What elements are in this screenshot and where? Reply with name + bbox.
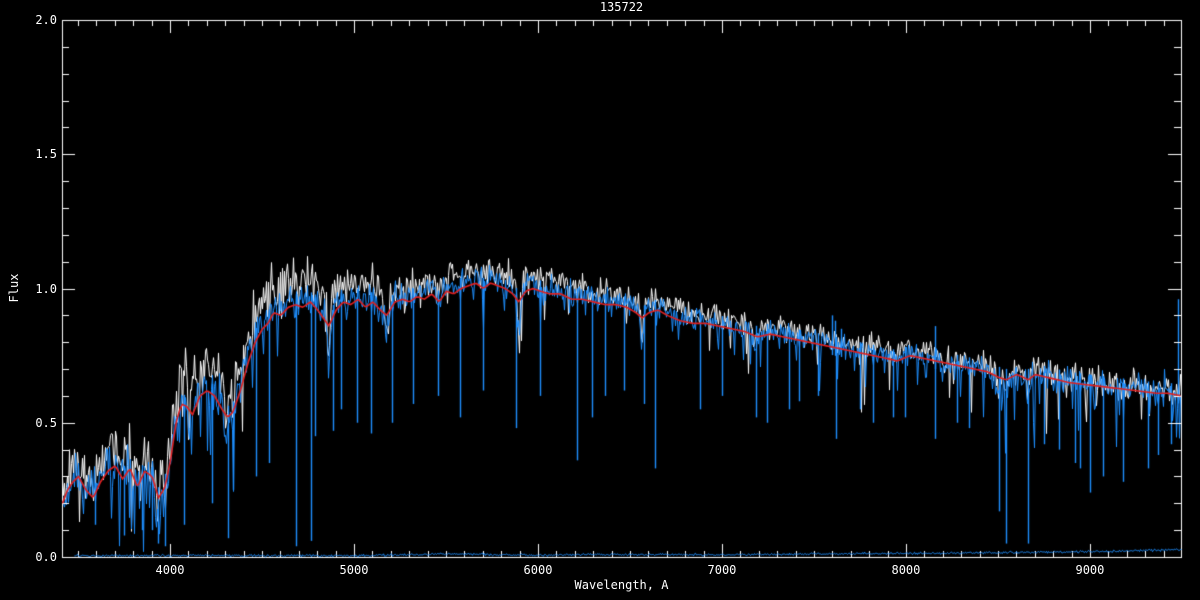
x-tick-label: 6000 [523, 563, 553, 577]
y-tick-label: 0.0 [35, 550, 57, 564]
plot-title: 135722 [599, 0, 644, 14]
y-tick-label: 2.0 [35, 13, 57, 27]
x-axis-label: Wavelength, A [574, 578, 669, 592]
y-tick-label: 0.5 [35, 415, 57, 430]
x-tick-label: 9000 [1075, 563, 1105, 577]
y-tick-label: 1.5 [35, 147, 57, 162]
x-tick-label: 7000 [707, 563, 737, 577]
y-tick-label: 1.0 [35, 281, 57, 296]
x-tick-label: 5000 [339, 563, 369, 577]
x-tick-label: 4000 [155, 563, 185, 577]
x-tick-label: 8000 [891, 563, 921, 577]
